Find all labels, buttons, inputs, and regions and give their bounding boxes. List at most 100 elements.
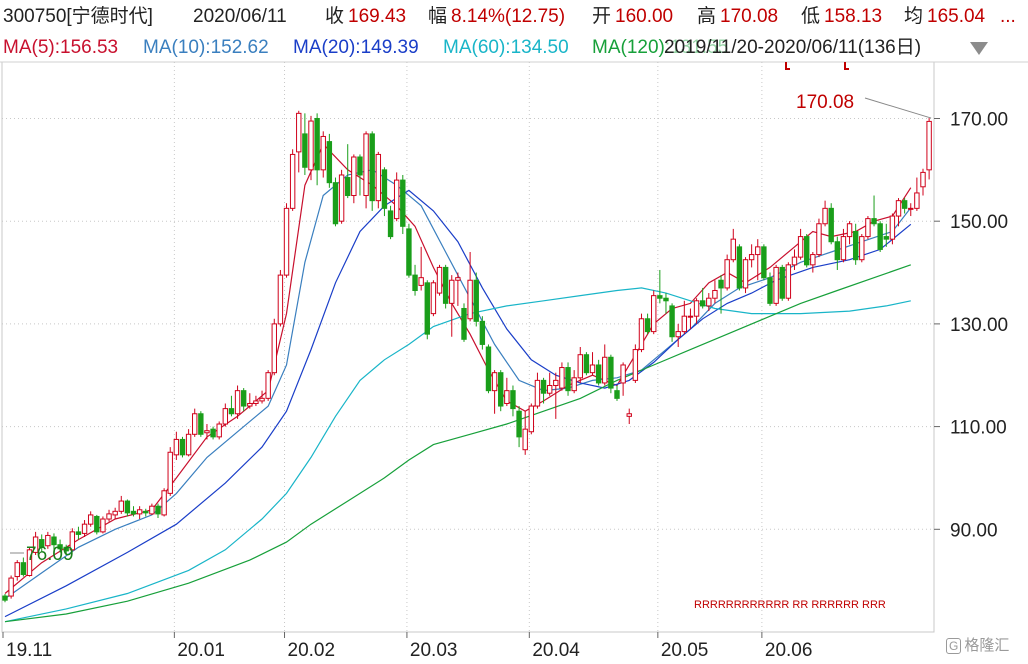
candle-body (406, 228, 412, 276)
candle (602, 344, 608, 386)
candle-body (859, 236, 865, 261)
candle (228, 395, 235, 417)
candle (914, 177, 920, 211)
candle (204, 424, 210, 440)
chart-grid (0, 61, 1028, 633)
date-range-selector[interactable]: 2019/11/20-2020/06/11(136日) (664, 34, 922, 62)
candle-body (718, 279, 724, 289)
candle (124, 499, 131, 517)
candle-body (63, 546, 69, 552)
ma-line-ma120 (4, 264, 911, 623)
candle-body (75, 531, 82, 535)
candle-body (449, 279, 455, 304)
candle (546, 372, 553, 396)
candle (675, 323, 681, 347)
candle-body (608, 356, 614, 389)
change-value: 8.14%(12.75) (451, 6, 566, 27)
low-label: 低 (801, 6, 821, 27)
ma-line-ma5 (4, 143, 912, 594)
candle-body (400, 179, 406, 227)
candle (357, 154, 363, 196)
candle-body (632, 349, 639, 381)
quote-date: 2020/06/11 (193, 6, 287, 27)
candle (540, 377, 547, 404)
candle (877, 221, 883, 252)
candle (632, 344, 639, 383)
candle (32, 531, 39, 555)
candle-body (871, 218, 877, 225)
close-label: 收 (325, 6, 345, 27)
open-value: 160.00 (615, 6, 674, 27)
candle-body (895, 200, 902, 217)
candle-body (381, 169, 388, 209)
candle-body (216, 423, 222, 438)
candle-body (143, 510, 149, 514)
more-button[interactable]: ... (1000, 6, 1016, 27)
ma60-legend[interactable]: MA(60):134.50 (443, 37, 569, 58)
candle (375, 151, 382, 209)
ma5-legend[interactable]: MA(5):156.53 (3, 37, 119, 58)
candle-body (791, 256, 798, 266)
candle (345, 144, 351, 199)
candle (320, 131, 326, 178)
candle-body (326, 141, 333, 184)
candle (559, 362, 565, 391)
candle (338, 169, 345, 224)
candle (332, 177, 339, 227)
candle (106, 509, 112, 522)
candlesticks (2, 110, 932, 603)
candle (222, 403, 229, 427)
candle (473, 272, 479, 327)
ma20-legend[interactable]: MA(20):149.39 (293, 37, 419, 58)
candle (130, 506, 137, 517)
candle (706, 293, 712, 312)
candle-body (761, 246, 767, 279)
candle (412, 264, 418, 296)
candle (589, 352, 596, 376)
low-value: 158.13 (824, 6, 883, 27)
candle (467, 252, 473, 322)
ma10-legend[interactable]: MA(10):152.62 (143, 37, 269, 58)
candle (712, 280, 718, 304)
candle (608, 354, 614, 394)
y-tick-label: 130.00 (950, 315, 1008, 336)
candle (283, 203, 290, 278)
candle (8, 575, 14, 599)
candle (663, 293, 669, 314)
candle (822, 200, 828, 227)
candle (430, 280, 437, 317)
candle (198, 411, 204, 437)
stock-code[interactable]: 300750[宁德时代] (3, 6, 153, 27)
candle-body (865, 218, 871, 238)
plot-border (1, 61, 935, 633)
candle (761, 244, 767, 281)
candle-body (485, 346, 492, 392)
candle (253, 395, 259, 407)
candle (651, 290, 657, 335)
candle-body (455, 277, 461, 281)
watermark-logo-icon: G (946, 638, 962, 654)
candle (173, 431, 180, 460)
y-tick-label: 150.00 (950, 212, 1008, 233)
candle (387, 205, 394, 240)
candle-body (908, 207, 914, 210)
candle (883, 223, 889, 247)
candle (804, 234, 810, 268)
dropdown-triangle-icon[interactable] (970, 42, 988, 55)
x-tick-label: 19.11 (6, 640, 52, 661)
open-label: 开 (592, 6, 612, 27)
candle (247, 393, 253, 409)
y-tick-label: 170.00 (950, 109, 1008, 130)
candle-body (222, 408, 229, 425)
watermark-text: 格隆汇 (964, 637, 1010, 654)
candle-body (779, 266, 785, 299)
candle (926, 118, 932, 180)
candle-body (724, 259, 730, 289)
candle (461, 303, 467, 342)
candle-body (901, 200, 908, 209)
candle-body (26, 549, 33, 577)
candle-body (846, 223, 853, 238)
candle-body (228, 408, 235, 415)
candle-body (602, 356, 608, 384)
